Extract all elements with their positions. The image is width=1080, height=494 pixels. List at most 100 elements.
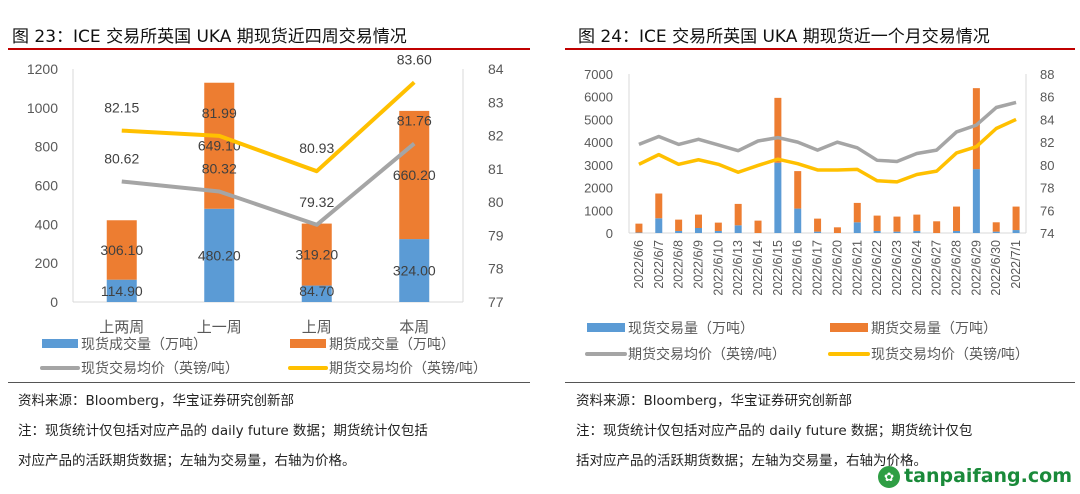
left-source: 资料来源：Bloomberg，华宝证券研究创新部 [18, 393, 294, 409]
left-tick-label: 5000 [584, 112, 613, 127]
line-data-label: 83.60 [397, 51, 432, 67]
legend-label: 现货交易均价（英镑/吨） [871, 346, 1029, 362]
bar-data-label: 114.90 [101, 283, 143, 299]
legend-label: 期货交易均价（英镑/吨） [329, 360, 487, 376]
left-tick-label: 7000 [584, 67, 613, 82]
price-line [638, 100, 1017, 164]
right-tick-label: 77 [488, 294, 504, 310]
spot-bar [734, 225, 742, 233]
spot-bar [1012, 230, 1020, 233]
watermark-logo-icon: ✿ [878, 465, 901, 488]
legend-swatch [830, 323, 868, 332]
futures-bar [774, 97, 782, 163]
category-label: 2022/6/9 [691, 240, 705, 289]
left-tick-label: 600 [35, 178, 59, 194]
right-note-line1: 注：现货统计仅包括对应产品的 daily future 数据；期货统计仅包 [576, 423, 973, 439]
category-label: 2022/6/20 [830, 240, 844, 296]
category-label: 2022/6/21 [850, 240, 864, 296]
bar-data-label: 84.70 [299, 283, 334, 299]
futures-bar [1012, 206, 1020, 231]
left-tick-label: 400 [35, 216, 59, 232]
left-tick-label: 0 [50, 294, 58, 310]
right-tick-label: 74 [1040, 226, 1054, 241]
category-label: 2022/6/7 [652, 240, 666, 289]
futures-bar [953, 206, 961, 231]
category-label: 2022/6/10 [711, 240, 725, 296]
category-label: 上一周 [197, 319, 242, 336]
bar-data-label: 480.20 [198, 247, 241, 263]
legend-swatch [42, 339, 78, 348]
futures-bar [694, 214, 702, 229]
futures-bar [893, 216, 901, 232]
left-note-line2: 对应产品的活跃期货数据；左轴为交易量，右轴为价格。 [18, 453, 356, 469]
category-label: 2022/6/24 [910, 240, 924, 296]
right-tick-label: 83 [488, 94, 504, 110]
spot-bar [953, 230, 961, 233]
spot-bar [794, 208, 802, 233]
right-title-divider [565, 48, 1075, 50]
legend-swatch [587, 323, 625, 332]
price-line [638, 117, 1017, 184]
category-label: 2022/6/27 [930, 240, 944, 296]
futures-bar [204, 82, 235, 209]
spot-bar [106, 279, 137, 302]
spot-bar [853, 222, 861, 233]
futures-bar [301, 223, 332, 286]
category-label: 上两周 [99, 319, 144, 336]
futures-bar [873, 215, 881, 231]
spot-bar [399, 239, 430, 302]
futures-bar [794, 171, 802, 209]
spot-bar [675, 230, 683, 233]
right-source-divider [565, 382, 1075, 383]
spot-bar [301, 285, 332, 302]
legend-label: 现货成交量（万吨） [81, 336, 207, 352]
futures-bar [106, 220, 137, 280]
line-data-label: 80.62 [104, 151, 139, 167]
spot-bar [873, 230, 881, 233]
left-note-line1: 注：现货统计仅包括对应产品的 daily future 数据；期货统计仅包括 [18, 423, 428, 439]
spot-bar [774, 162, 782, 233]
category-label: 2022/6/15 [771, 240, 785, 296]
futures-bar [754, 220, 762, 233]
category-label: 2022/6/6 [632, 240, 646, 289]
left-source-divider [8, 382, 530, 383]
left-tick-label: 1200 [27, 61, 58, 77]
category-label: 2022/6/29 [969, 240, 983, 296]
category-label: 2022/6/22 [870, 240, 884, 296]
category-label: 2022/6/8 [672, 240, 686, 289]
left-chart-title: 图 23：ICE 交易所英国 UKA 期现货近四周交易情况 [12, 27, 407, 47]
spot-bar [714, 230, 722, 233]
left-tick-label: 800 [35, 139, 59, 155]
left-tick-label: 6000 [584, 90, 613, 105]
legend-label: 期货交易均价（英镑/吨） [628, 346, 786, 362]
spot-bar [694, 228, 702, 233]
legend-label: 期货成交量（万吨） [329, 336, 455, 352]
spot-bar [893, 231, 901, 233]
spot-bar [913, 230, 921, 233]
right-chart-title: 图 24：ICE 交易所英国 UKA 期现货近一个月交易情况 [578, 27, 990, 47]
category-label: 上周 [302, 319, 332, 336]
futures-bar [675, 219, 683, 231]
legend-label: 现货交易量（万吨） [628, 320, 754, 336]
category-label: 2022/6/17 [811, 240, 825, 296]
spot-bar [972, 169, 980, 233]
category-label: 本周 [399, 319, 429, 336]
bar-data-label: 324.00 [393, 263, 436, 279]
spot-bar [655, 218, 663, 233]
line-data-label: 82.15 [104, 100, 139, 116]
right-tick-label: 82 [1040, 135, 1054, 150]
spot-bar [992, 231, 1000, 233]
left-title-divider [8, 48, 530, 50]
category-label: 2022/6/28 [950, 240, 964, 296]
futures-bar [833, 227, 841, 233]
price-line [121, 142, 416, 227]
bar-data-label: 306.10 [100, 242, 143, 258]
category-label: 2022/7/1 [1009, 240, 1023, 289]
futures-bar [655, 193, 663, 219]
futures-bar [399, 110, 430, 240]
futures-bar [933, 221, 941, 233]
left-tick-label: 200 [35, 255, 59, 271]
right-tick-label: 80 [488, 194, 504, 210]
right-tick-label: 84 [1040, 112, 1054, 127]
category-label: 2022/6/13 [731, 240, 745, 296]
